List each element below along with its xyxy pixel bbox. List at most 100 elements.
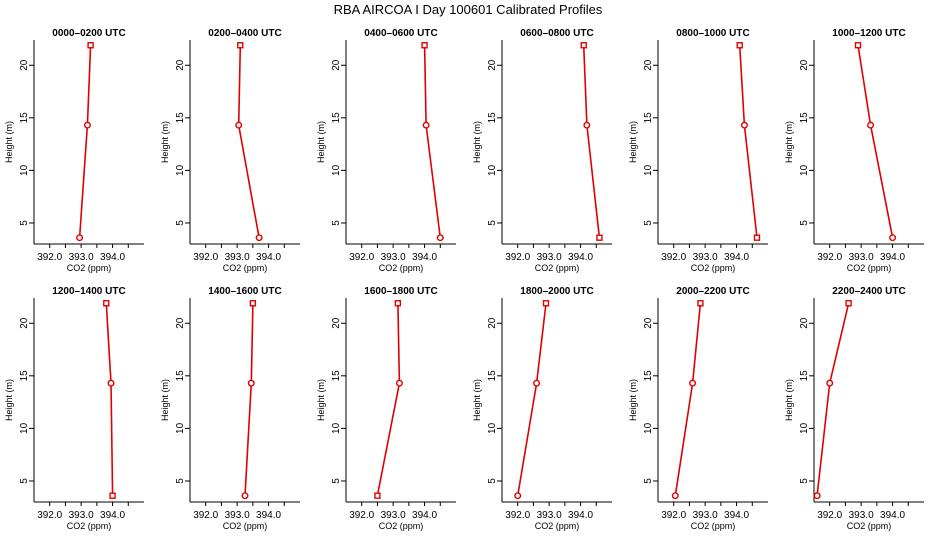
y-tick-label: 10 — [331, 422, 342, 434]
data-point — [826, 379, 834, 387]
y-tick-label: 15 — [799, 112, 810, 124]
data-point — [854, 42, 862, 49]
data-point — [255, 234, 263, 242]
y-tick-label: 5 — [799, 478, 810, 484]
panel-title: 1800–2000 UTC — [520, 286, 593, 297]
x-tick-label: 393.0 — [693, 252, 718, 263]
profile-panel: 1200–1400 UTC 5 10 15 20 Height (m) 392.0 393.0… — [4, 286, 144, 531]
y-axis-title: Height (m) — [316, 121, 326, 163]
y-tick-label: 10 — [175, 422, 186, 434]
data-point — [83, 121, 91, 129]
y-tick-label: 10 — [487, 422, 498, 434]
data-point — [533, 379, 541, 387]
x-tick-label: 394.0 — [724, 252, 749, 263]
data-point — [753, 234, 761, 241]
y-tick-label: 15 — [175, 112, 186, 124]
y-axis-title: Height (m) — [784, 121, 794, 163]
x-tick-label: 393.0 — [225, 252, 250, 263]
y-axis-title: Height (m) — [628, 121, 638, 163]
y-tick-label: 5 — [175, 478, 186, 484]
y-tick-label: 10 — [331, 164, 342, 176]
y-axis-title: Height (m) — [160, 379, 170, 421]
y-tick-label: 15 — [331, 370, 342, 382]
y-tick-label: 15 — [487, 370, 498, 382]
data-point — [671, 492, 679, 500]
y-tick-label: 10 — [799, 164, 810, 176]
profile-panel: 0600–0800 UTC 5 10 15 20 Height (m) 392.0 393.0… — [472, 28, 612, 273]
panel-title: 1200–1400 UTC — [52, 286, 125, 297]
profile-panel: 0000–0200 UTC 5 10 15 20 Height (m) 392.0 393.0… — [4, 28, 144, 273]
panel-title: 1000–1200 UTC — [832, 28, 905, 39]
y-axis-title: Height (m) — [472, 121, 482, 163]
profile-line — [516, 303, 547, 496]
x-tick-label: 393.0 — [849, 510, 874, 521]
x-tick-label: 392.0 — [349, 252, 374, 263]
y-tick-label: 5 — [487, 220, 498, 226]
x-tick-label: 392.0 — [349, 510, 374, 521]
data-point — [76, 234, 84, 242]
data-point — [249, 300, 257, 307]
y-tick-label: 10 — [643, 164, 654, 176]
x-tick-label: 394.0 — [412, 510, 437, 521]
y-tick-label: 15 — [175, 370, 186, 382]
y-tick-label: 10 — [175, 164, 186, 176]
x-axis-title: CO2 (ppm) — [847, 263, 892, 273]
data-point — [583, 121, 591, 129]
data-point — [421, 42, 428, 49]
profile-line — [244, 303, 254, 496]
x-tick-label: 394.0 — [724, 510, 749, 521]
y-tick-label: 20 — [643, 317, 654, 329]
data-point — [845, 300, 852, 307]
y-axis-title: Height (m) — [784, 379, 794, 421]
profile-panel: 2200–2400 UTC 5 10 15 20 Height (m) 392.0 393.0… — [784, 286, 924, 531]
x-tick-label: 394.0 — [880, 252, 905, 263]
x-axis-title: CO2 (ppm) — [847, 521, 892, 531]
profile-line — [738, 45, 758, 238]
y-tick-label: 10 — [487, 164, 498, 176]
x-tick-label: 392.0 — [193, 510, 218, 521]
y-tick-label: 5 — [331, 478, 342, 484]
x-tick-label: 393.0 — [225, 510, 250, 521]
x-tick-label: 394.0 — [100, 510, 125, 521]
panel-title: 1400–1600 UTC — [208, 286, 281, 297]
y-axis-title: Height (m) — [4, 121, 14, 163]
y-tick-label: 15 — [643, 370, 654, 382]
y-tick-label: 10 — [643, 422, 654, 434]
x-axis-title: CO2 (ppm) — [535, 263, 580, 273]
x-axis-title: CO2 (ppm) — [691, 263, 736, 273]
y-tick-label: 5 — [19, 220, 30, 226]
y-tick-label: 15 — [487, 112, 498, 124]
y-tick-label: 10 — [19, 422, 30, 434]
y-tick-label: 20 — [799, 317, 810, 329]
data-point — [740, 121, 748, 129]
profile-line — [78, 45, 92, 238]
panel-title: 1600–1800 UTC — [364, 286, 437, 297]
y-tick-label: 5 — [643, 478, 654, 484]
x-tick-label: 393.0 — [69, 252, 94, 263]
y-tick-label: 5 — [643, 220, 654, 226]
profile-line — [857, 45, 894, 238]
y-tick-label: 20 — [487, 317, 498, 329]
y-tick-label: 20 — [487, 59, 498, 71]
data-point — [736, 42, 743, 49]
y-tick-label: 20 — [331, 59, 342, 71]
profile-panel: 0200–0400 UTC 5 10 15 20 Height (m) 392.0 393.0… — [160, 28, 300, 273]
data-point — [235, 121, 243, 129]
y-tick-label: 15 — [19, 370, 30, 382]
figure-title: RBA AIRCOA I Day 100601 Calibrated Profi… — [333, 2, 603, 17]
y-tick-label: 5 — [175, 220, 186, 226]
x-tick-label: 393.0 — [381, 510, 406, 521]
x-axis-title: CO2 (ppm) — [535, 521, 580, 531]
y-axis-title: Height (m) — [4, 379, 14, 421]
profile-line — [582, 45, 601, 238]
data-point — [889, 234, 897, 242]
panel-title: 0600–0800 UTC — [520, 28, 593, 39]
data-point — [394, 300, 402, 307]
x-tick-label: 393.0 — [69, 510, 94, 521]
data-point — [422, 121, 430, 129]
panel-title: 0000–0200 UTC — [52, 28, 125, 39]
data-point — [107, 379, 115, 387]
data-point — [689, 379, 697, 387]
data-point — [697, 300, 704, 307]
